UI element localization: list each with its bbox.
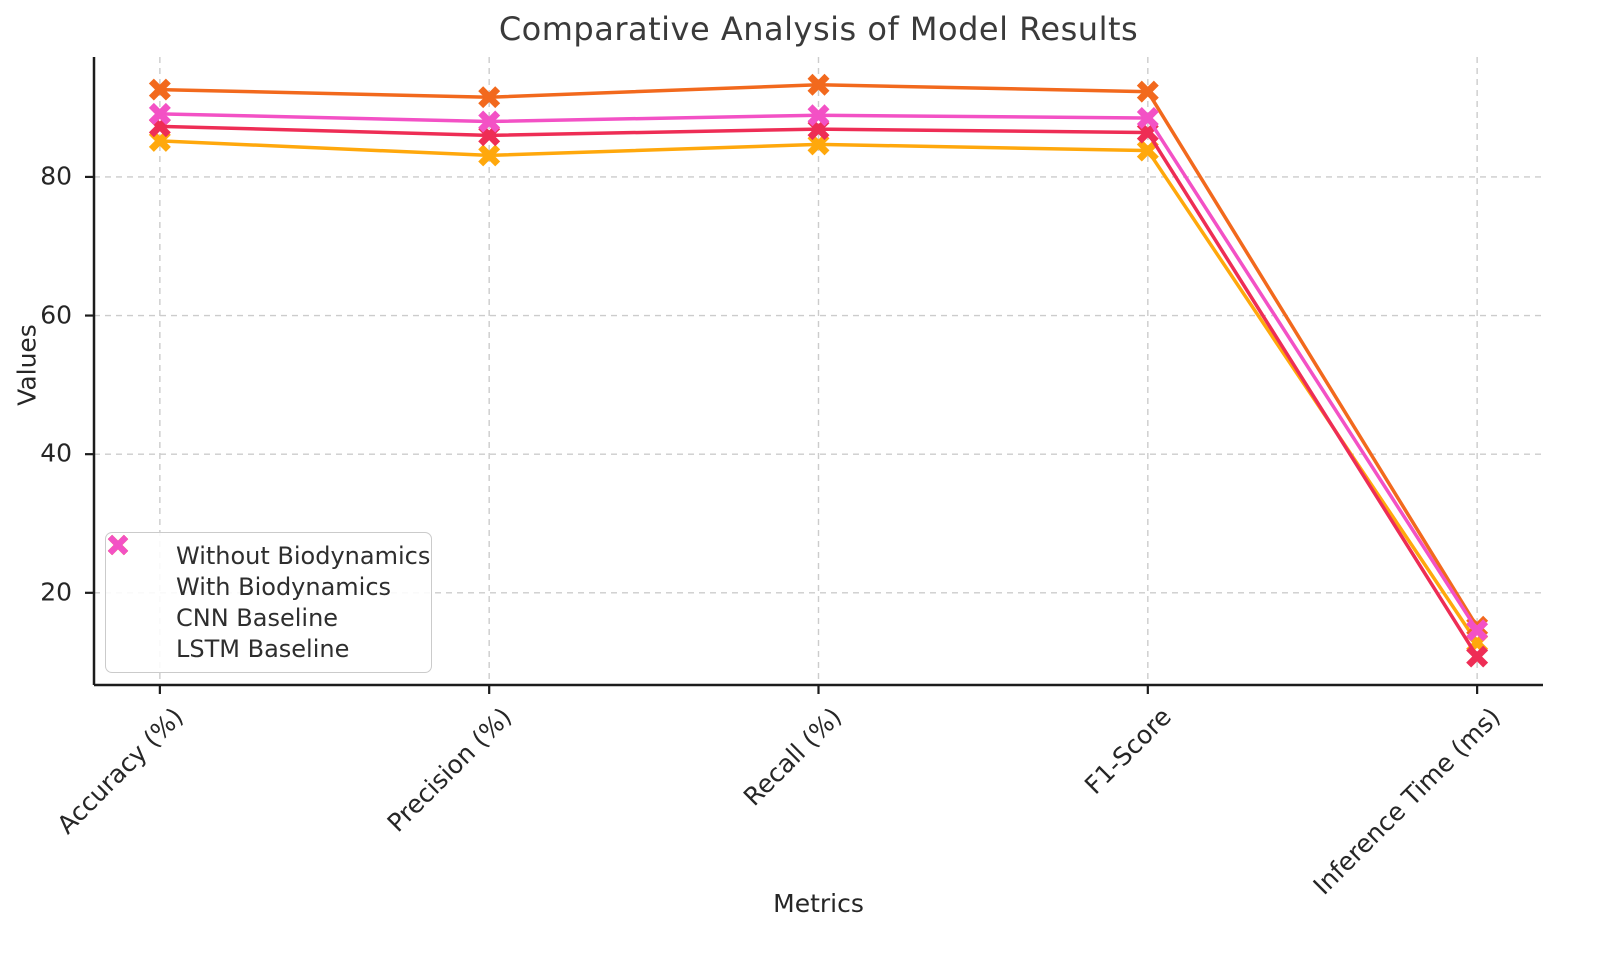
legend-label: LSTM Baseline: [176, 635, 350, 664]
x-axis-label: Metrics: [773, 889, 864, 918]
y-tick-label: 80: [40, 161, 72, 191]
series-marker-with-biodynamics: [478, 86, 501, 109]
series-marker-without-biodynamics: [1136, 139, 1159, 162]
series-marker-cnn-baseline: [1466, 645, 1489, 668]
series-marker-without-biodynamics: [478, 144, 501, 167]
legend-label: With Biodynamics: [176, 572, 392, 601]
legend-x-marker-icon: [107, 534, 129, 556]
series-marker-lstm-baseline: [1466, 619, 1489, 642]
legend-box: Without Biodynamics With Biodynamics CNN B…: [105, 532, 432, 673]
legend-item: CNN Baseline: [106, 534, 431, 633]
series-layer: [148, 73, 1489, 668]
series-marker-lstm-baseline: [807, 104, 830, 127]
grid-layer: [94, 57, 1543, 685]
series-marker-with-biodynamics: [148, 78, 171, 101]
series-marker-lstm-baseline: [148, 102, 171, 125]
y-axis-label: Values: [12, 324, 42, 406]
legend-item: LSTM Baseline: [106, 534, 431, 664]
legend-label: CNN Baseline: [176, 604, 339, 633]
y-tick-label: 60: [40, 299, 72, 329]
axes-layer: [85, 57, 1543, 694]
series-marker-with-biodynamics: [1136, 80, 1159, 103]
y-tick-label: 20: [40, 577, 72, 607]
chart-title: Comparative Analysis of Model Results: [498, 10, 1139, 48]
series-marker-lstm-baseline: [478, 110, 501, 133]
legend-label: Without Biodynamics: [176, 541, 431, 570]
legend-item: Without Biodynamics: [106, 534, 431, 570]
y-tick-label: 40: [40, 438, 72, 468]
legend-item: With Biodynamics: [106, 534, 431, 601]
series-marker-with-biodynamics: [807, 73, 830, 96]
series-marker-lstm-baseline: [1136, 107, 1159, 129]
